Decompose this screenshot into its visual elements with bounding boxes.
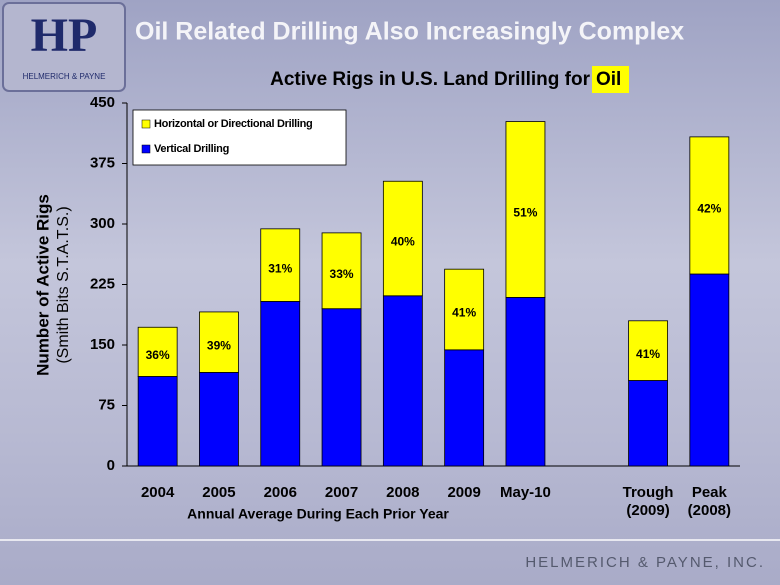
x-axis-label: Annual Average During Each Prior Year	[187, 506, 449, 522]
x-tick-label: 2009	[447, 484, 481, 501]
slide-title: Oil Related Drilling Also Increasingly C…	[135, 18, 684, 46]
chart-title-highlight: Oil	[596, 69, 621, 90]
x-tick-label: 2006	[263, 484, 297, 501]
share-label: 41%	[636, 347, 660, 361]
bar-segment	[199, 311, 239, 373]
y-tick-label: 375	[90, 154, 115, 171]
bar-segment	[505, 297, 546, 467]
bar-segment	[137, 376, 178, 467]
bar-segment	[260, 228, 301, 302]
legend-swatch	[141, 119, 151, 129]
x-tick-label: 2008	[386, 484, 420, 501]
y-tick-label: 0	[107, 457, 115, 474]
logo-caption: HELMERICH & PAYNE	[23, 72, 106, 81]
bar-segment	[444, 349, 485, 467]
y-axis-sublabel: (Smith Bits S.T.A.T.S.)	[55, 206, 72, 363]
share-label: 39%	[207, 338, 231, 352]
y-tick-label: 75	[98, 396, 115, 413]
logo-box	[2, 2, 126, 92]
share-label: 41%	[452, 306, 476, 320]
y-tick-label: 300	[90, 215, 115, 232]
bar-segment	[382, 180, 423, 297]
y-tick-label: 225	[90, 275, 115, 292]
x-tick-label: May-10	[500, 484, 551, 501]
legend-label: Horizontal or Directional Drilling	[154, 118, 312, 130]
bar-segment	[321, 232, 362, 310]
share-label: 31%	[268, 261, 292, 275]
legend-label: Vertical Drilling	[154, 143, 229, 155]
bar-segment	[444, 268, 485, 351]
x-tick-label: 2007	[324, 484, 359, 501]
x-tick-label: 2005	[202, 484, 236, 501]
footer: HELMERICH & PAYNE, INC.	[525, 554, 765, 571]
bar-segment	[689, 273, 730, 467]
bar-segment	[628, 320, 668, 381]
x-tick-label: Peak (2008)	[687, 484, 732, 519]
bar-segment	[628, 380, 668, 467]
logo: HP	[31, 9, 98, 62]
bar-segment	[321, 308, 362, 467]
share-label: 33%	[330, 267, 354, 281]
x-tick-label: Trough (2009)	[622, 484, 674, 519]
legend-swatch	[141, 144, 151, 154]
share-label: 42%	[697, 202, 721, 216]
title-highlight-box	[592, 66, 629, 93]
bar-segment	[382, 295, 423, 467]
chart-title: Active Rigs in U.S. Land Drilling for	[270, 69, 590, 90]
share-label: 40%	[391, 235, 415, 249]
bar-segment	[689, 136, 730, 275]
y-tick-label: 150	[90, 336, 115, 353]
bar-segment	[137, 326, 178, 377]
bar-segment	[505, 121, 546, 298]
share-label: 51%	[513, 206, 537, 220]
bar-segment	[260, 301, 301, 467]
y-tick-label: 450	[90, 94, 115, 111]
x-tick-label: 2004	[140, 484, 175, 501]
legend-box	[132, 109, 347, 166]
bar-segment	[199, 372, 239, 467]
share-label: 36%	[146, 348, 170, 362]
y-axis-label: Number of Active Rigs	[33, 194, 52, 376]
